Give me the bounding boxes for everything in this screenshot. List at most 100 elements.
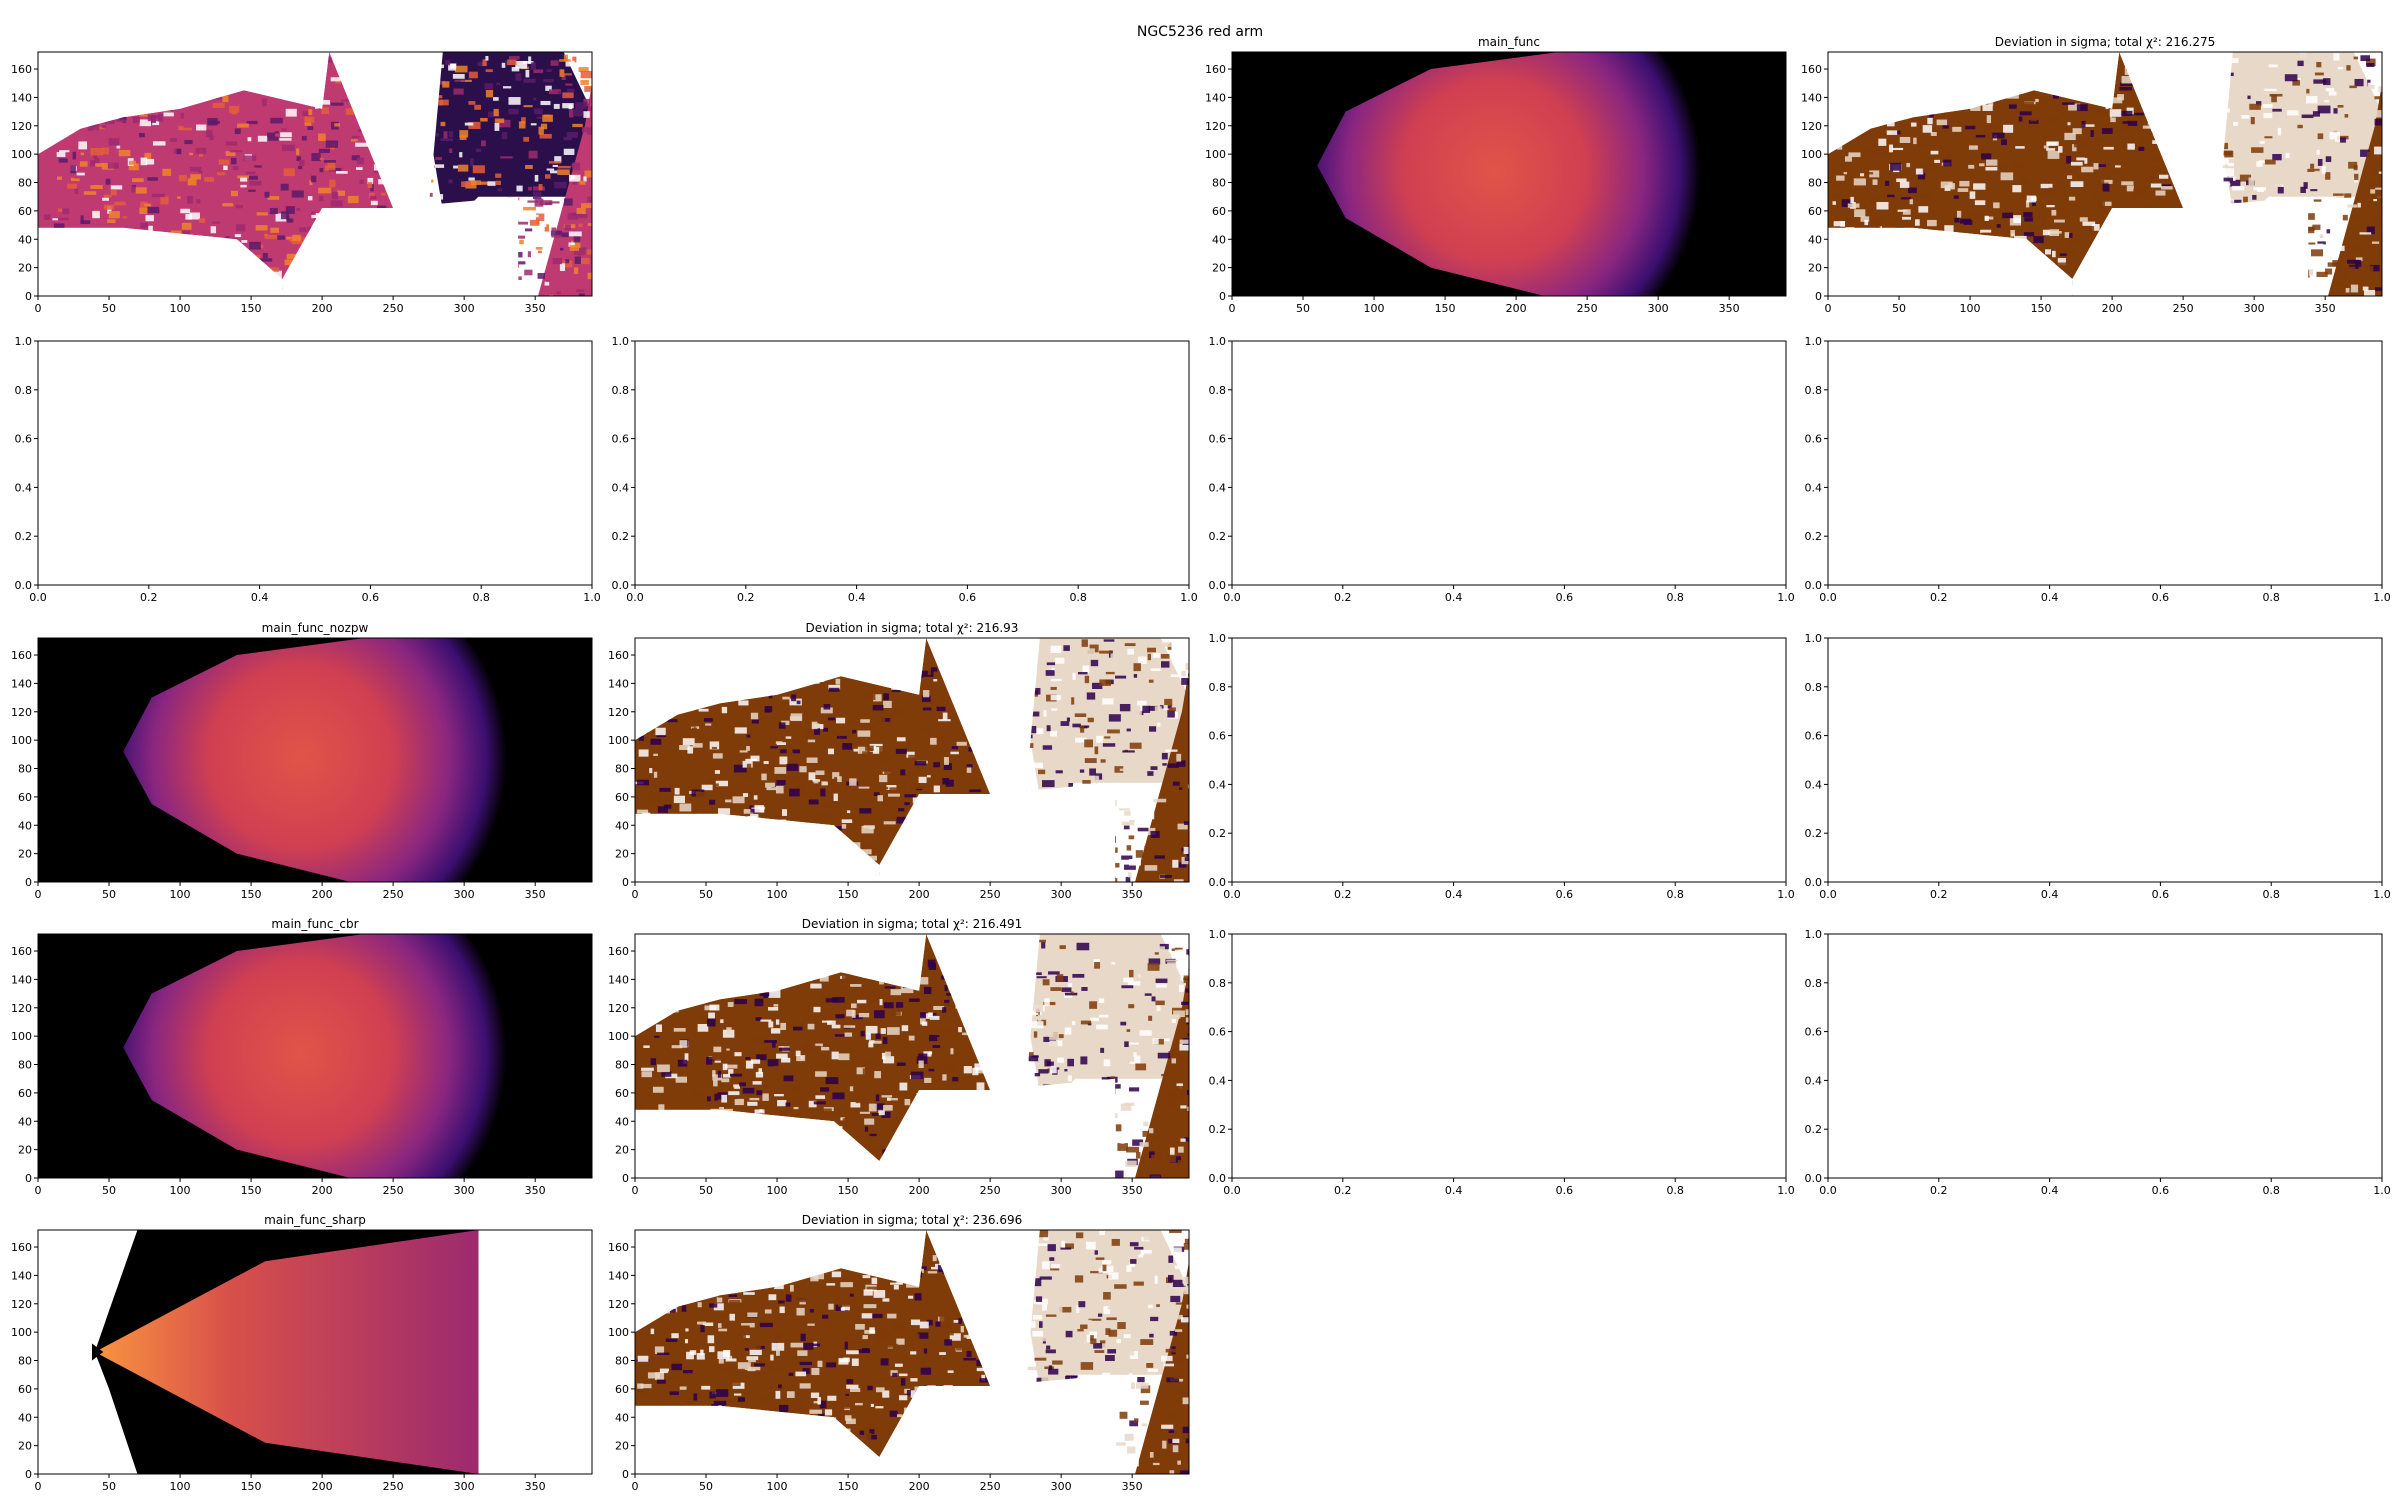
x-tick-label: 0.8 bbox=[1069, 591, 1087, 604]
x-tick-label: 0.6 bbox=[2152, 888, 2170, 901]
axes-frame bbox=[1231, 340, 1787, 586]
y-tick-label: 80 bbox=[18, 1059, 32, 1072]
y-tick-label: 40 bbox=[1808, 233, 1822, 246]
x-tick-label: 0.2 bbox=[140, 591, 158, 604]
y-tick-label: 1.0 bbox=[15, 335, 33, 348]
axes-frame bbox=[1827, 933, 2383, 1179]
model-blob bbox=[123, 934, 529, 1178]
x-tick-label: 300 bbox=[1051, 888, 1072, 901]
y-tick-label: 40 bbox=[615, 1115, 629, 1128]
x-tick-label: 0.0 bbox=[626, 591, 644, 604]
gap-1 bbox=[926, 934, 1040, 1091]
subplot-r5c2: 0 50 100 150 200 250 300 350 0 20 40 60 80 100 120 140 1… bbox=[608, 1213, 1190, 1493]
x-tick-label: 250 bbox=[980, 888, 1001, 901]
plot-area bbox=[38, 638, 592, 882]
x-tick-label: 1.0 bbox=[2373, 591, 2391, 604]
x-tick-label: 0 bbox=[632, 888, 639, 901]
x-tick-label: 0.8 bbox=[1666, 1184, 1684, 1197]
x-tick-label: 200 bbox=[2102, 302, 2123, 315]
region-1 bbox=[1025, 934, 1189, 1093]
y-tick-label: 20 bbox=[1212, 262, 1226, 275]
y-tick-label: 160 bbox=[11, 649, 32, 662]
y-tick-label: 160 bbox=[608, 945, 629, 958]
y-tick-label: 40 bbox=[1212, 233, 1226, 246]
x-tick-label: 0 bbox=[632, 1184, 639, 1197]
y-tick-label: 120 bbox=[608, 1298, 629, 1311]
y-tick-label: 0.0 bbox=[612, 579, 630, 592]
x-tick-label: 0.8 bbox=[2262, 888, 2280, 901]
x-tick-label: 0.4 bbox=[2041, 1184, 2059, 1197]
x-tick-label: 250 bbox=[383, 302, 404, 315]
subplot-r4c2: 0 50 100 150 200 250 300 350 0 20 40 60 80 100 120 140 1… bbox=[608, 917, 1190, 1197]
y-tick-label: 140 bbox=[1801, 91, 1822, 104]
x-tick-label: 300 bbox=[1051, 1184, 1072, 1197]
plot-area bbox=[635, 934, 1189, 1178]
region-2 bbox=[1117, 669, 1189, 882]
subplot-r1c3: 0 50 100 150 200 250 300 350 0 20 40 60 80 100 120 140 1… bbox=[1205, 35, 1787, 315]
subplot-title: main_func_cbr bbox=[271, 917, 358, 931]
y-tick-label: 0.2 bbox=[1805, 827, 1823, 840]
y-tick-label: 0.2 bbox=[1209, 1123, 1227, 1136]
y-tick-label: 0.8 bbox=[1805, 384, 1823, 397]
gap-4 bbox=[2072, 196, 2309, 296]
x-tick-label: 0 bbox=[35, 302, 42, 315]
region-1 bbox=[2218, 52, 2382, 211]
y-tick-label: 0 bbox=[25, 876, 32, 889]
subplot-title: Deviation in sigma; total χ²: 236.696 bbox=[802, 1213, 1023, 1227]
axes-frame bbox=[37, 637, 593, 883]
gap-5 bbox=[635, 1230, 927, 1333]
y-tick-label: 20 bbox=[615, 1440, 629, 1453]
y-tick-label: 0.2 bbox=[1805, 530, 1823, 543]
x-tick-label: 250 bbox=[383, 1480, 404, 1493]
y-tick-label: 120 bbox=[1205, 120, 1226, 133]
figure-suptitle: NGC5236 red arm bbox=[1136, 24, 1264, 40]
y-tick-label: 100 bbox=[11, 148, 32, 161]
x-tick-label: 150 bbox=[2031, 302, 2052, 315]
axes-frame bbox=[1231, 933, 1787, 1179]
x-tick-label: 0 bbox=[35, 1184, 42, 1197]
x-tick-label: 350 bbox=[1122, 1480, 1143, 1493]
y-tick-label: 140 bbox=[11, 91, 32, 104]
y-tick-label: 0.6 bbox=[1805, 1026, 1823, 1039]
x-tick-label: 150 bbox=[838, 1184, 859, 1197]
y-tick-label: 80 bbox=[615, 1059, 629, 1072]
y-tick-label: 120 bbox=[11, 706, 32, 719]
y-tick-label: 100 bbox=[11, 1030, 32, 1043]
y-tick-label: 160 bbox=[11, 945, 32, 958]
region-0 bbox=[38, 52, 394, 279]
subplot-title: main_func_nozpw bbox=[262, 621, 369, 635]
y-tick-label: 140 bbox=[608, 1269, 629, 1282]
x-tick-label: 250 bbox=[383, 888, 404, 901]
x-tick-label: 0 bbox=[35, 1480, 42, 1493]
y-tick-label: 60 bbox=[18, 1383, 32, 1396]
y-tick-label: 100 bbox=[11, 734, 32, 747]
x-tick-label: 150 bbox=[838, 888, 859, 901]
y-tick-label: 0.0 bbox=[1805, 876, 1823, 889]
y-tick-label: 140 bbox=[608, 973, 629, 986]
y-tick-label: 0.4 bbox=[1805, 778, 1823, 791]
subplot-title: Deviation in sigma; total χ²: 216.491 bbox=[802, 917, 1023, 931]
y-tick-label: 0.4 bbox=[1805, 481, 1823, 494]
gap-1 bbox=[926, 638, 1040, 795]
x-tick-label: 250 bbox=[2173, 302, 2194, 315]
x-tick-label: 50 bbox=[699, 888, 713, 901]
x-tick-label: 250 bbox=[980, 1480, 1001, 1493]
y-tick-label: 0.4 bbox=[1805, 1074, 1823, 1087]
y-tick-label: 100 bbox=[1205, 148, 1226, 161]
y-tick-label: 60 bbox=[18, 205, 32, 218]
y-tick-label: 0.8 bbox=[1805, 681, 1823, 694]
y-tick-label: 40 bbox=[18, 233, 32, 246]
subplot-title: main_func bbox=[1478, 35, 1540, 49]
y-tick-label: 60 bbox=[615, 791, 629, 804]
y-tick-label: 0.0 bbox=[1209, 1172, 1227, 1185]
gap-5 bbox=[635, 638, 927, 741]
y-tick-label: 160 bbox=[11, 63, 32, 76]
gap-5 bbox=[38, 52, 330, 155]
y-tick-label: 80 bbox=[615, 1355, 629, 1368]
x-tick-label: 200 bbox=[312, 302, 333, 315]
subplot-r2c2: 0.0 0.2 0.4 0.6 0.8 1.0 0.0 0.2 0.4 0.6 0.8 1.0 bbox=[612, 335, 1198, 604]
x-tick-label: 150 bbox=[241, 302, 262, 315]
axes-frame bbox=[634, 933, 1190, 1179]
y-tick-label: 100 bbox=[608, 734, 629, 747]
y-tick-label: 120 bbox=[11, 120, 32, 133]
